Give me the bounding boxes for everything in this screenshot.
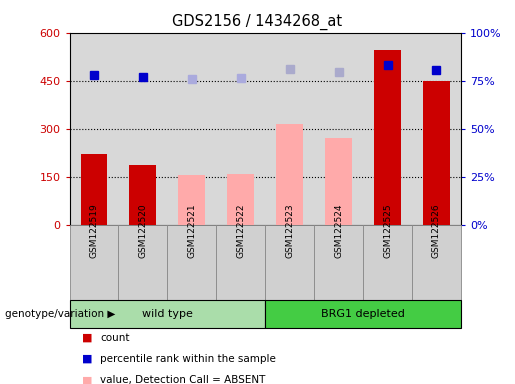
Text: GSM122526: GSM122526 — [432, 204, 441, 258]
Text: genotype/variation ▶: genotype/variation ▶ — [5, 309, 115, 319]
Text: value, Detection Call = ABSENT: value, Detection Call = ABSENT — [100, 375, 266, 384]
Text: ■: ■ — [82, 354, 93, 364]
Text: GSM122522: GSM122522 — [236, 204, 245, 258]
Text: GSM122524: GSM122524 — [334, 204, 343, 258]
Text: GSM122525: GSM122525 — [383, 204, 392, 258]
Text: ■: ■ — [82, 333, 93, 343]
Text: GSM122520: GSM122520 — [139, 204, 147, 258]
Bar — [80, 154, 108, 225]
Bar — [178, 175, 205, 225]
Text: GDS2156 / 1434268_at: GDS2156 / 1434268_at — [173, 13, 342, 30]
Bar — [129, 166, 157, 225]
Text: wild type: wild type — [142, 309, 193, 319]
Bar — [276, 124, 303, 225]
Bar — [227, 174, 254, 225]
Text: percentile rank within the sample: percentile rank within the sample — [100, 354, 277, 364]
Text: GSM122523: GSM122523 — [285, 204, 294, 258]
Text: ■: ■ — [82, 375, 93, 384]
Text: BRG1 depleted: BRG1 depleted — [321, 309, 405, 319]
Bar — [423, 81, 450, 225]
Text: GSM122519: GSM122519 — [90, 204, 98, 258]
Text: GSM122521: GSM122521 — [187, 204, 196, 258]
Bar — [325, 138, 352, 225]
Bar — [374, 50, 401, 225]
Text: count: count — [100, 333, 130, 343]
